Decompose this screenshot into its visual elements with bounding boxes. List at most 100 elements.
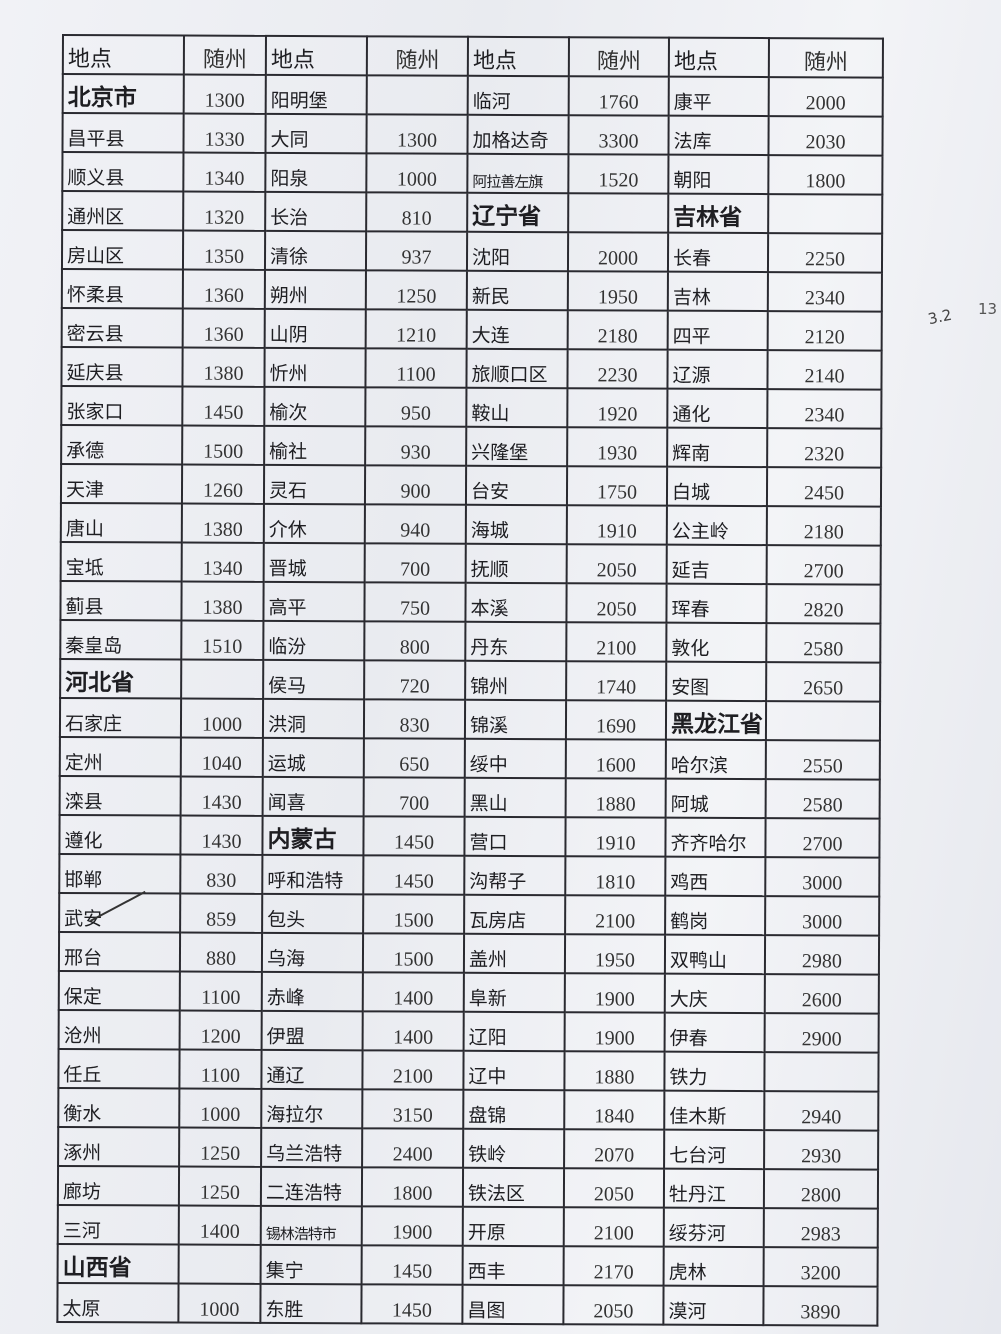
price-cell: 1400	[362, 1011, 464, 1051]
location-cell: 开原	[462, 1206, 564, 1247]
table-row: 昌平县 1330 大同 1300 加格达奇 3300 法库 2030	[62, 113, 883, 156]
location-cell: 滦县	[59, 775, 181, 816]
table-row: 蓟县 1380 高平 750 本溪 2050 珲春 2820	[60, 580, 881, 624]
price-cell: 3200	[763, 1247, 878, 1287]
location-cell: 怀柔县	[61, 269, 183, 309]
location-cell: 朔州	[264, 269, 366, 310]
price-cell: 1910	[565, 817, 666, 857]
price-cell: 900	[364, 465, 467, 505]
location-cell: 洪洞	[262, 698, 365, 739]
column-header-location: 地点	[467, 36, 569, 77]
location-cell: 呼和浩特	[262, 854, 364, 895]
column-header-location: 地点	[265, 35, 367, 76]
price-cell: 1250	[365, 270, 467, 310]
location-cell: 昌平县	[62, 113, 184, 153]
price-cell: 1500	[182, 425, 265, 465]
price-cell: 1450	[363, 816, 465, 856]
location-cell: 兴隆堡	[466, 426, 568, 467]
price-cell: 1450	[361, 1245, 463, 1285]
location-cell: 太原	[57, 1282, 179, 1323]
table-row: 北京市 1300 阳明堡 临河 1760 康平 2000	[62, 74, 883, 117]
location-cell: 秦皇岛	[60, 619, 182, 660]
location-cell: 沟帮子	[464, 855, 566, 896]
location-cell: 台安	[465, 465, 568, 506]
table-row: 密云县 1360 山阴 1210 大连 2180 四平 2120	[61, 308, 882, 351]
location-cell: 天津	[60, 464, 183, 504]
table-row: 定州 1040 运城 650 绥中 1600 哈尔滨 2550	[59, 736, 880, 780]
price-cell: 1500	[362, 933, 465, 973]
location-cell: 阿城	[665, 778, 766, 819]
price-cell: 1000	[180, 698, 264, 738]
location-cell: 承德	[61, 425, 183, 465]
price-cell: 1250	[178, 1166, 262, 1206]
table-row: 衡水 1000 海拉尔 3150 盘锦 1840 佳木斯 2940	[58, 1087, 879, 1131]
location-cell: 大连	[466, 309, 568, 350]
price-cell: 1360	[182, 269, 265, 309]
location-cell: 榆社	[264, 425, 366, 466]
price-cell: 2700	[766, 545, 881, 585]
price-cell: 1740	[566, 661, 667, 701]
price-cell: 2400	[362, 1128, 464, 1168]
location-cell: 双鸭山	[664, 934, 766, 975]
price-cell: 2030	[768, 116, 883, 156]
location-cell: 海拉尔	[261, 1088, 363, 1129]
price-cell: 2170	[563, 1246, 664, 1286]
location-cell: 虎林	[663, 1246, 764, 1287]
location-cell: 二连浩特	[260, 1166, 363, 1207]
location-cell: 通辽	[261, 1049, 363, 1090]
location-cell: 沧州	[58, 1009, 180, 1050]
location-cell: 本溪	[465, 582, 567, 623]
location-cell: 长春	[667, 232, 769, 273]
price-cell: 2050	[566, 544, 667, 584]
location-cell: 包头	[262, 893, 364, 934]
location-cell: 乌海	[261, 932, 364, 973]
price-cell: 1950	[564, 934, 666, 974]
location-cell: 清徐	[264, 230, 367, 271]
location-cell: 敦化	[666, 622, 767, 663]
location-cell: 旅顺口区	[466, 348, 568, 389]
location-cell: 房山区	[61, 230, 184, 270]
location-cell: 运城	[262, 737, 364, 778]
table-row: 天津 1260 灵石 900 台安 1750 白城 2450	[60, 464, 882, 507]
table-row: 滦县 1430 闻喜 700 黑山 1880 阿城 2580	[59, 775, 880, 819]
price-cell: 937	[365, 231, 468, 271]
location-cell: 齐齐哈尔	[665, 817, 766, 858]
price-cell: 950	[365, 387, 467, 427]
price-cell	[765, 701, 881, 741]
price-cell: 2700	[765, 818, 880, 858]
location-cell: 黑山	[464, 777, 566, 818]
location-cell: 武安	[59, 892, 181, 933]
location-cell: 临河	[467, 75, 569, 116]
location-cell: 乌兰浩特	[261, 1127, 363, 1168]
location-cell: 漠河	[663, 1285, 764, 1326]
location-cell: 衡水	[58, 1087, 180, 1128]
price-cell: 2450	[766, 467, 882, 507]
location-cell: 绥芬河	[663, 1207, 764, 1248]
location-cell: 高平	[263, 581, 365, 622]
location-cell: 抚顺	[465, 543, 567, 584]
price-cell: 1450	[182, 386, 265, 426]
price-cell: 1750	[566, 466, 668, 506]
province-header-cell: 黑龙江省	[665, 700, 767, 741]
location-cell: 吉林	[667, 271, 768, 312]
location-cell: 延吉	[666, 544, 767, 585]
location-cell: 铁力	[664, 1051, 765, 1092]
location-cell: 唐山	[60, 502, 182, 543]
price-cell: 1880	[565, 778, 666, 818]
location-cell: 阳明堡	[265, 74, 367, 115]
price-cell: 3000	[765, 857, 880, 897]
price-cell: 1260	[181, 464, 265, 504]
price-cell: 2230	[567, 349, 668, 389]
price-cell: 1950	[567, 271, 668, 311]
price-cell: 859	[180, 893, 263, 933]
price-cell: 2550	[765, 740, 880, 780]
price-cell: 1880	[564, 1051, 665, 1091]
location-cell: 丹东	[465, 621, 567, 662]
location-cell: 侯马	[263, 659, 365, 700]
table-row: 太原 1000 东胜 1450 昌图 2050 漠河 3890	[57, 1282, 878, 1326]
province-header-cell: 山西省	[57, 1243, 179, 1284]
location-cell: 石家庄	[59, 697, 182, 738]
price-cell: 1000	[366, 153, 468, 193]
price-cell: 1900	[361, 1206, 463, 1246]
